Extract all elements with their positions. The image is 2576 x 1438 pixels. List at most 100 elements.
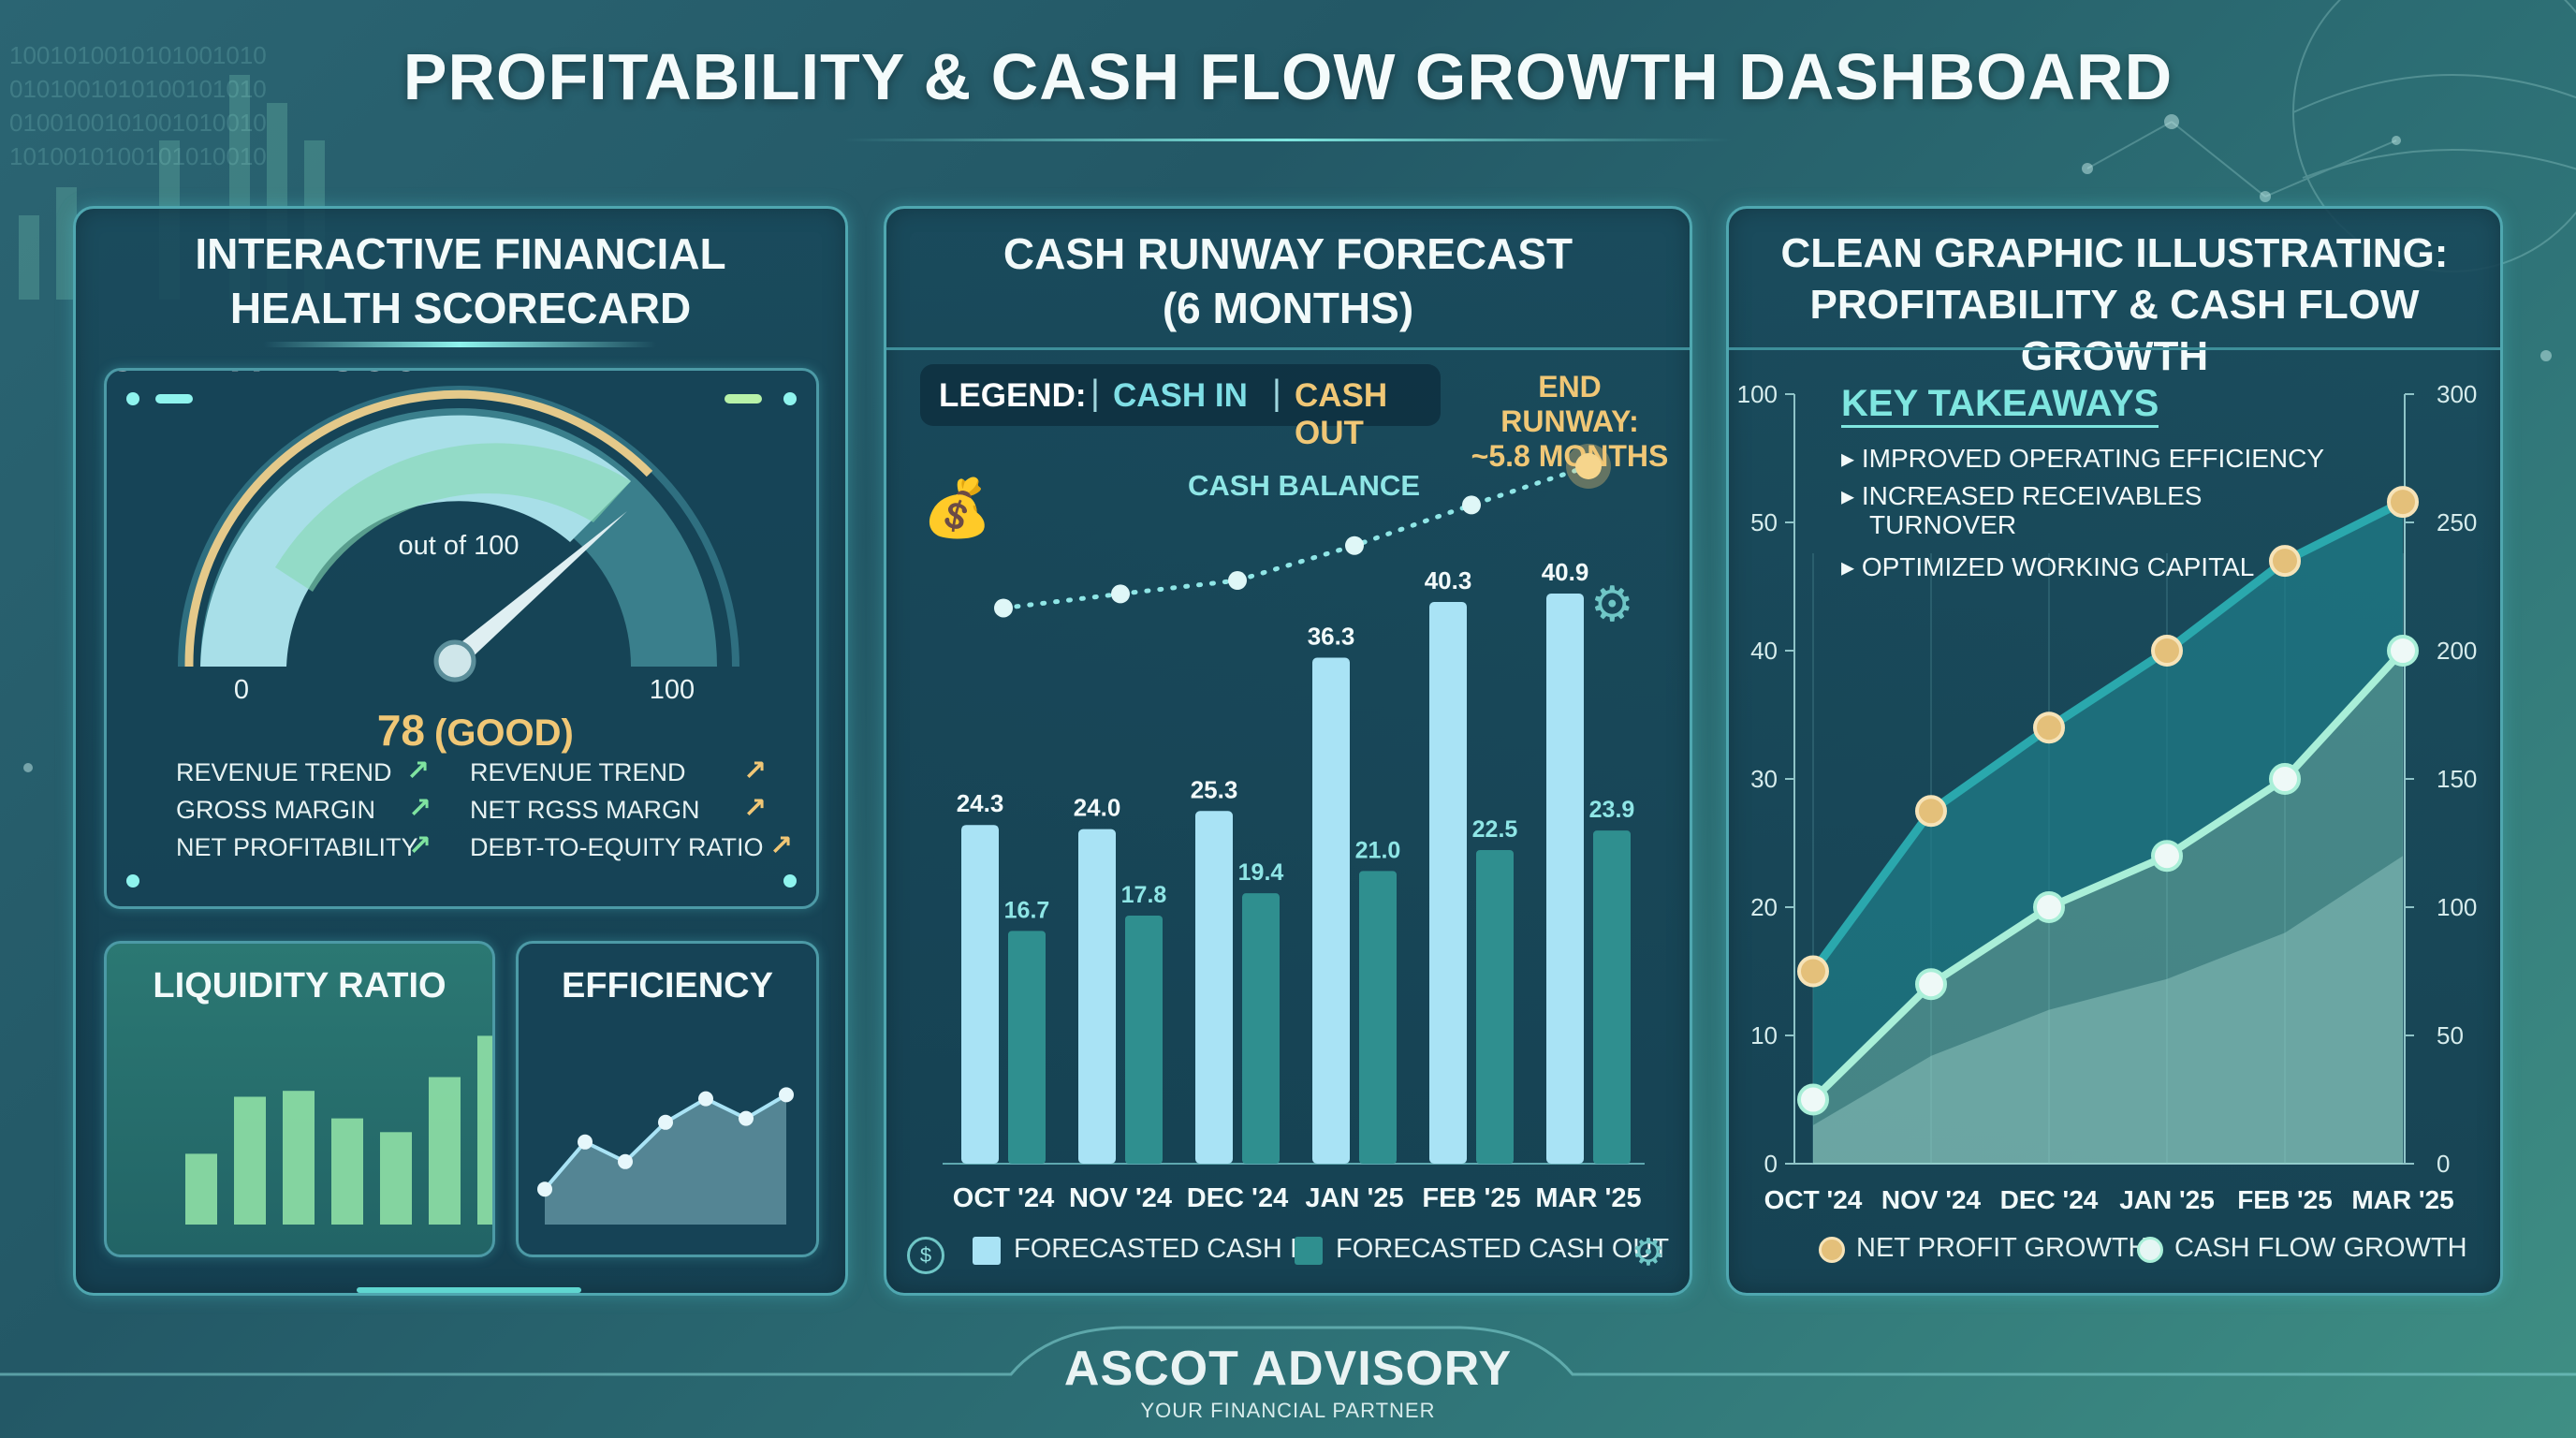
data-label-cash-out: 19.4 bbox=[1238, 859, 1284, 886]
net-profit-point bbox=[1797, 955, 1829, 988]
y-left-tick-label: 30 bbox=[1750, 765, 1778, 793]
data-label-cash-in: 25.3 bbox=[1191, 775, 1238, 803]
x-tick-label: OCT '24 bbox=[953, 1183, 1054, 1213]
takeaway-item: ▸ INCREASED RECEIVABLES bbox=[1841, 481, 2203, 510]
svg-text:0101001010100101010: 0101001010100101010 bbox=[9, 75, 267, 103]
bar-cash-in bbox=[1195, 811, 1233, 1164]
y-right-tick-label: 100 bbox=[2437, 893, 2477, 921]
data-label-cash-in: 24.3 bbox=[957, 789, 1004, 817]
y-right-tick-label: 300 bbox=[2437, 380, 2477, 408]
runway-chart: 24.3 16.7 OCT '24 24.0 17.8 NOV '24 25.3 19.4 DE… bbox=[922, 444, 1645, 1213]
legend-marker-cash-flow bbox=[2137, 1237, 2163, 1263]
efficiency-point bbox=[537, 1181, 552, 1197]
growth-title: CLEAN GRAPHIC ILLUSTRATING: PROFITABILIT… bbox=[1729, 227, 2500, 382]
efficiency-point bbox=[779, 1087, 794, 1103]
runway-title-line2: (6 MONTHS) bbox=[1162, 283, 1414, 332]
net-profit-point bbox=[2387, 486, 2419, 519]
legend-cash-out[interactable]: CASH OUT bbox=[1295, 377, 1388, 451]
runway-divider bbox=[886, 347, 1690, 350]
bar-cash-out bbox=[1242, 893, 1280, 1164]
score-value: 78 bbox=[377, 706, 425, 755]
y-left-tick-label: 50 bbox=[1750, 508, 1778, 536]
svg-text:1001010010101001010: 1001010010101001010 bbox=[9, 41, 267, 69]
liquidity-bar bbox=[234, 1096, 266, 1225]
data-label-cash-out: 22.5 bbox=[1472, 816, 1518, 843]
efficiency-area bbox=[545, 1094, 786, 1225]
bar-cash-in bbox=[1078, 829, 1116, 1164]
cash-balance-line bbox=[1001, 463, 1591, 610]
x-tick-label: MAR '25 bbox=[2351, 1185, 2453, 1214]
liquidity-bar bbox=[331, 1118, 363, 1225]
gauge-min: 0 bbox=[234, 675, 249, 705]
growth-title-line1: CLEAN GRAPHIC ILLUSTRATING: bbox=[1780, 230, 2449, 276]
x-tick-label: FEB '25 bbox=[2237, 1185, 2333, 1214]
legend-swatch-cash-in bbox=[973, 1237, 1001, 1265]
end-runway-line1: END RUNWAY: bbox=[1500, 370, 1639, 438]
x-tick-label: JAN '25 bbox=[1305, 1183, 1403, 1213]
takeaway-text: INCREASED RECEIVABLES bbox=[1861, 481, 2203, 510]
cash-flow-point bbox=[2151, 840, 2183, 873]
cash-balance-point bbox=[1462, 495, 1481, 515]
metric-gross-margin: GROSS MARGIN bbox=[176, 796, 376, 824]
end-runway-label: END RUNWAY: ~5.8 MONTHS bbox=[1467, 370, 1673, 473]
liquidity-bar bbox=[429, 1077, 461, 1225]
efficiency-point bbox=[739, 1110, 754, 1126]
data-label-cash-out: 21.0 bbox=[1355, 837, 1401, 863]
y-left-tick-label: 0 bbox=[1764, 1150, 1778, 1178]
gauge-label: OVERALL SCORE bbox=[107, 371, 485, 380]
net-profit-point bbox=[2033, 712, 2065, 744]
money-bag-icon: 💰 bbox=[922, 476, 992, 541]
y-right-tick-label: 0 bbox=[2437, 1150, 2450, 1178]
x-tick-label: FEB '25 bbox=[1422, 1183, 1520, 1213]
cash-flow-point bbox=[2033, 891, 2065, 923]
liquidity-card[interactable]: LIQUIDITY RATIO bbox=[104, 941, 495, 1257]
metric-net-profitability: NET PROFITABILITY bbox=[176, 833, 418, 861]
x-tick-label: NOV '24 bbox=[1881, 1185, 1982, 1214]
legend-divider: | bbox=[1272, 374, 1281, 413]
cash-flow-point bbox=[1797, 1083, 1829, 1116]
legend-net-profit-growth: NET PROFIT GROWTH bbox=[1856, 1233, 2148, 1263]
cash-flow-area bbox=[1813, 651, 2403, 1164]
cash-balance-label: CASH BALANCE bbox=[1188, 469, 1420, 502]
scorecard-title-glow bbox=[263, 342, 656, 347]
bar-cash-in bbox=[1429, 601, 1467, 1164]
liquidity-bar bbox=[283, 1091, 315, 1225]
dashboard-title: PROFITABILITY & CASH FLOW GROWTH DASHBOA… bbox=[402, 40, 2174, 113]
data-label-cash-out: 23.9 bbox=[1589, 797, 1635, 823]
dollar-coin-icon: $ bbox=[907, 1237, 944, 1274]
cash-balance-point bbox=[1111, 584, 1130, 604]
takeaway-text: OPTIMIZED WORKING CAPITAL bbox=[1861, 552, 2255, 581]
y-left-tick-label: 40 bbox=[1750, 637, 1778, 665]
y-right-tick-label: 150 bbox=[2437, 765, 2477, 793]
arrow-up-icon: ↗ bbox=[743, 756, 768, 786]
legend-forecasted-cash-in: FORECASTED CASH IN bbox=[1014, 1234, 1317, 1264]
brand-tagline: YOUR FINANCIAL PARTNER bbox=[1140, 1399, 1436, 1422]
net-profit-point bbox=[2269, 545, 2301, 578]
svg-text:0100100101001010010: 0100100101001010010 bbox=[9, 109, 267, 137]
x-tick-label: DEC '24 bbox=[1187, 1183, 1288, 1213]
net-profit-area bbox=[1813, 502, 2403, 1100]
efficiency-card[interactable]: EFFICIENCY bbox=[516, 941, 819, 1257]
takeaway-item: ▸ OPTIMIZED WORKING CAPITAL bbox=[1841, 552, 2255, 581]
growth-panel: CLEAN GRAPHIC ILLUSTRATING: PROFITABILIT… bbox=[1726, 206, 2503, 1296]
net-profit-point bbox=[2151, 635, 2183, 667]
y-right-tick-label: 200 bbox=[2437, 637, 2477, 665]
metric-debt-to-equity: DEBT-TO-EQUITY RATIO bbox=[470, 833, 764, 861]
gauge-max: 100 bbox=[650, 675, 695, 705]
legend-forecasted-cash-out: FORECASTED CASH OUT bbox=[1336, 1234, 1670, 1264]
title-underline bbox=[842, 139, 1732, 141]
x-tick-label: NOV '24 bbox=[1069, 1183, 1172, 1213]
scorecard-title: INTERACTIVE FINANCIAL HEALTH SCORECARD bbox=[76, 227, 845, 335]
svg-text:1010010100101010010: 1010010100101010010 bbox=[9, 142, 267, 170]
liquidity-bar bbox=[185, 1153, 217, 1225]
arrow-up-icon: ↗ bbox=[743, 793, 768, 824]
gauge-card[interactable]: OVERALL SCORE out of 100 0 100 78 (GOOD)… bbox=[104, 368, 819, 909]
runway-legend-box: LEGEND: | CASH IN | CASH OUT bbox=[920, 364, 1441, 451]
net-profit-line bbox=[1809, 498, 2406, 975]
gear-icon: ⚙ bbox=[1590, 578, 1634, 632]
bar-cash-out bbox=[1476, 850, 1514, 1164]
score-rating: (GOOD) bbox=[434, 712, 574, 754]
legend-cash-in[interactable]: CASH IN bbox=[1113, 377, 1248, 414]
cash-flow-point bbox=[2269, 763, 2301, 795]
scorecard-panel: INTERACTIVE FINANCIAL HEALTH SCORECARD O… bbox=[73, 206, 848, 1296]
